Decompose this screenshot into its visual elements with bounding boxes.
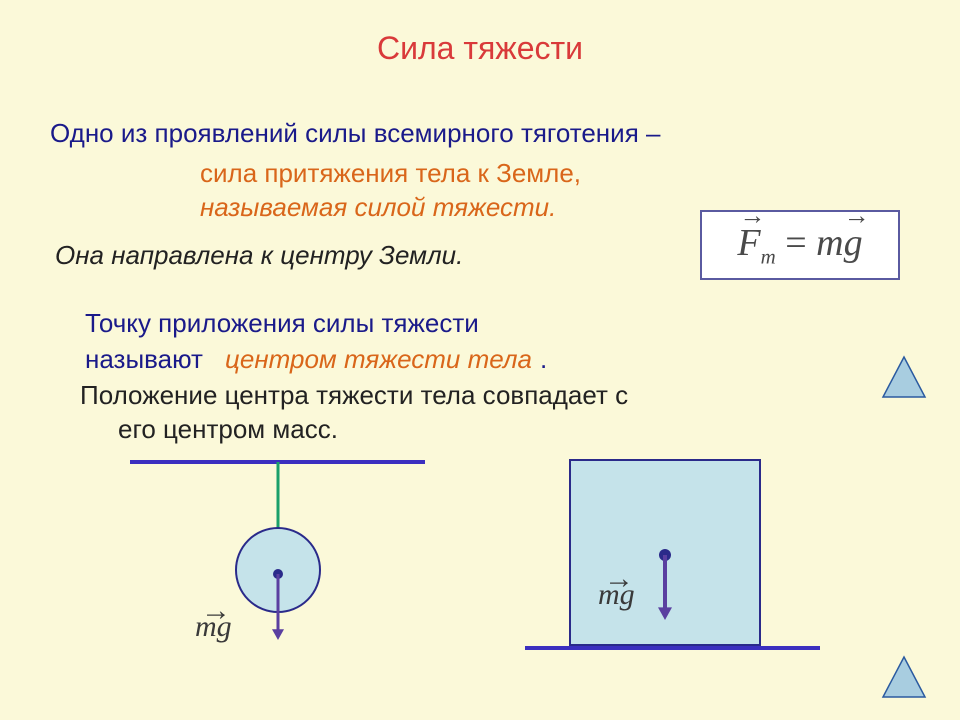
slide: Сила тяжести Одно из проявлений силы все… bbox=[0, 0, 960, 720]
text-line-3: Она направлена к центру Земли. bbox=[55, 240, 463, 271]
nav-triangle-2[interactable] bbox=[878, 652, 930, 704]
diagram1-label: → mg bbox=[195, 610, 232, 644]
text-line-7: . bbox=[540, 344, 547, 375]
nav-triangle-1[interactable] bbox=[878, 352, 930, 404]
formula-box: → Fm = m → g bbox=[700, 210, 900, 280]
text-line-4: Точку приложения силы тяжести bbox=[85, 308, 479, 339]
text-line-9: его центром масс. bbox=[118, 414, 338, 445]
text-line-8: Положение центра тяжести тела совпадает … bbox=[80, 380, 628, 411]
diagram2-label: → mg bbox=[598, 578, 635, 612]
text-line-5: называют bbox=[85, 344, 203, 375]
formula-gravity: → Fm = m → g bbox=[737, 221, 862, 270]
text-line-2: называемая силой тяжести. bbox=[200, 192, 556, 223]
text-line-6: центром тяжести тела bbox=[225, 344, 532, 375]
text-line-0: Одно из проявлений силы всемирного тягот… bbox=[50, 118, 660, 149]
text-line-1: сила притяжения тела к Земле, bbox=[200, 158, 581, 189]
slide-title: Сила тяжести bbox=[0, 0, 960, 67]
